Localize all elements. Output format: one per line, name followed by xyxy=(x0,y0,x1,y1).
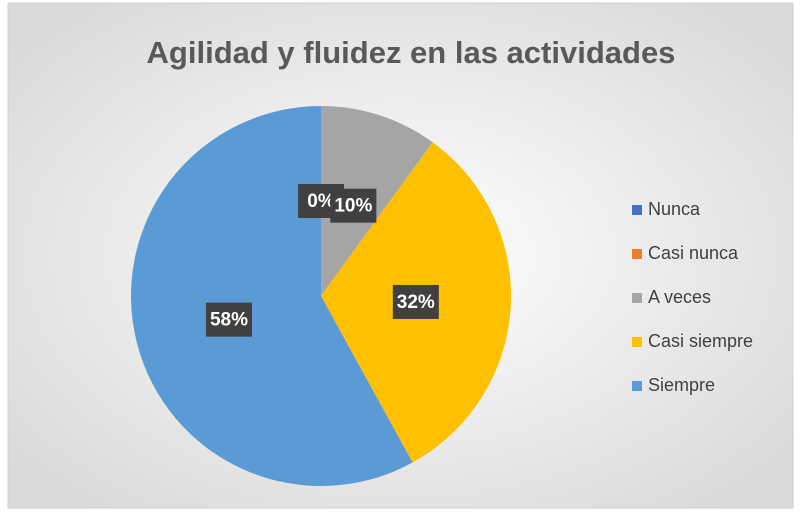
data-label-box xyxy=(205,302,252,337)
legend-label: Nunca xyxy=(648,199,701,219)
legend-swatch xyxy=(632,205,642,215)
data-label-box xyxy=(392,284,439,319)
data-label-box xyxy=(330,188,377,223)
pie-slice xyxy=(321,106,433,296)
data-label: 32% xyxy=(397,292,435,313)
legend-swatch xyxy=(632,249,642,259)
legend-label: Casi nunca xyxy=(648,243,739,263)
data-label: 0% xyxy=(307,191,335,212)
chart-title: Agilidad y fluidez en las actividades xyxy=(147,35,676,70)
legend-swatch xyxy=(632,293,642,303)
pie-slice xyxy=(131,106,413,486)
data-label: 58% xyxy=(210,310,248,331)
legend-swatch xyxy=(632,337,642,347)
legend-label: Siempre xyxy=(648,375,715,395)
data-label: 10% xyxy=(334,196,372,217)
legend-label: Casi siempre xyxy=(648,331,753,351)
legend-label: A veces xyxy=(648,287,711,307)
legend-swatch xyxy=(632,381,642,391)
